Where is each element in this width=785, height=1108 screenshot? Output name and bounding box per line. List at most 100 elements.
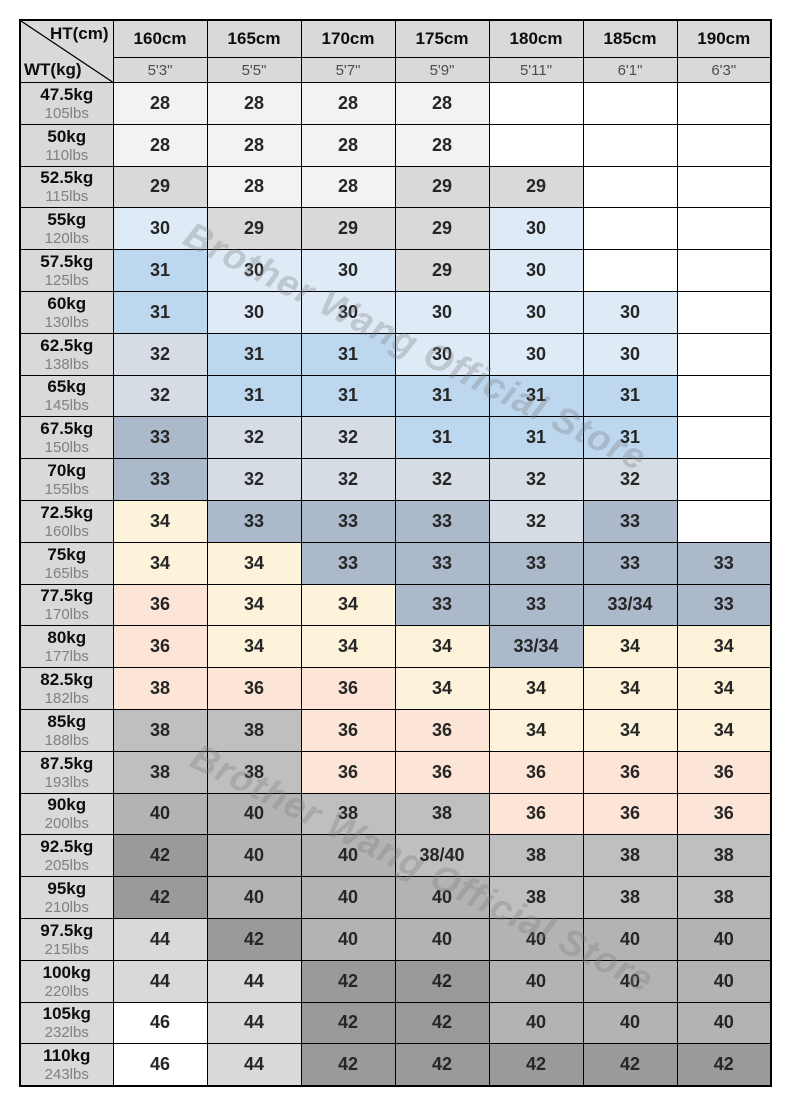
- height-column-header-cm: 175cm: [394, 19, 490, 58]
- weight-kg-label: 65kg: [47, 377, 87, 397]
- size-cell: 42: [394, 1001, 490, 1045]
- size-cell: 42: [300, 1001, 396, 1045]
- size-cell: 34: [488, 708, 584, 752]
- size-cell: 36: [488, 792, 584, 836]
- weight-kg-label: 87.5kg: [40, 753, 94, 773]
- size-cell: 40: [488, 1001, 584, 1045]
- size-cell: 40: [206, 834, 302, 878]
- weight-kg-label: 47.5kg: [40, 84, 94, 104]
- size-cell: 33: [582, 541, 678, 585]
- weight-lbs-label: 210lbs: [44, 899, 89, 917]
- weight-kg-label: 75kg: [47, 544, 87, 564]
- size-cell: 28: [206, 123, 302, 167]
- size-cell: 30: [582, 332, 678, 376]
- weight-kg-label: 62.5kg: [40, 335, 94, 355]
- table-row: 50kg 110lbs 28 28 28 28: [19, 123, 772, 167]
- size-cell: 34: [582, 708, 678, 752]
- size-cell: 31: [488, 374, 584, 418]
- weight-lbs-label: 200lbs: [44, 815, 89, 833]
- size-cell: 38: [676, 834, 772, 878]
- size-cell: 34: [300, 583, 396, 627]
- weight-row-header: 87.5kg 193lbs: [19, 750, 114, 794]
- size-cell: 32: [488, 499, 584, 543]
- size-cell: 32: [488, 458, 584, 501]
- size-chart-table: HT(cm) WT(kg) 160cm 165cm 170cm 175cm 18…: [19, 19, 772, 1087]
- weight-kg-label: 97.5kg: [40, 920, 94, 940]
- size-cell: 30: [394, 332, 490, 376]
- size-cell: 32: [582, 458, 678, 501]
- weight-lbs-label: 155lbs: [44, 481, 89, 499]
- weight-row-header: 72.5kg 160lbs: [19, 499, 114, 543]
- table-row: 87.5kg 193lbs 38 38 36 36 36 36 36: [19, 750, 772, 794]
- size-cell: 36: [112, 625, 208, 669]
- size-cell: [676, 82, 772, 125]
- weight-kg-label: 92.5kg: [40, 837, 94, 857]
- size-cell: 36: [394, 750, 490, 794]
- weight-lbs-label: 188lbs: [44, 731, 89, 749]
- size-cell: 34: [676, 708, 772, 752]
- size-cell: 33: [300, 541, 396, 585]
- size-cell: [582, 207, 678, 251]
- weight-lbs-label: 110lbs: [45, 146, 89, 164]
- height-column-header-ft: 5'7": [300, 57, 396, 83]
- weight-lbs-label: 160lbs: [44, 522, 89, 540]
- size-cell: 32: [206, 458, 302, 501]
- table-row: 57.5kg 125lbs 31 30 30 29 30: [19, 249, 772, 292]
- size-cell: 28: [394, 123, 490, 167]
- weight-row-header: 105kg 232lbs: [19, 1001, 114, 1045]
- size-cell: 30: [488, 249, 584, 292]
- size-cell: 44: [112, 959, 208, 1003]
- size-cell: 31: [206, 374, 302, 418]
- height-column-header-cm: 185cm: [582, 19, 678, 58]
- size-cell: [488, 82, 584, 125]
- size-cell: 34: [112, 541, 208, 585]
- table-header: HT(cm) WT(kg) 160cm 165cm 170cm 175cm 18…: [19, 19, 772, 83]
- weight-row-header: 55kg 120lbs: [19, 207, 114, 251]
- weight-kg-label: 90kg: [47, 795, 87, 815]
- size-cell: 42: [582, 1043, 678, 1087]
- table-row: 77.5kg 170lbs 36 34 34 33 33 33/34 33: [19, 583, 772, 627]
- size-cell: 38: [676, 876, 772, 919]
- size-cell: 46: [112, 1001, 208, 1045]
- weight-kg-label: 85kg: [47, 711, 87, 731]
- weight-kg-label: 95kg: [47, 879, 87, 899]
- size-chart: HT(cm) WT(kg) 160cm 165cm 170cm 175cm 18…: [19, 19, 772, 1087]
- size-cell: 40: [582, 959, 678, 1003]
- size-cell: 31: [300, 374, 396, 418]
- weight-row-header: 100kg 220lbs: [19, 959, 114, 1003]
- weight-kg-label: 60kg: [47, 293, 87, 313]
- weight-row-header: 60kg 130lbs: [19, 290, 114, 334]
- size-cell: 46: [112, 1043, 208, 1087]
- weight-lbs-label: 232lbs: [44, 1024, 89, 1042]
- size-cell: 36: [582, 792, 678, 836]
- size-cell: 32: [394, 458, 490, 501]
- size-cell: 40: [206, 876, 302, 919]
- size-cell: 31: [300, 332, 396, 376]
- size-cell: 44: [206, 1001, 302, 1045]
- size-cell: 44: [206, 959, 302, 1003]
- weight-kg-label: 110kg: [43, 1045, 91, 1065]
- size-cell: 30: [206, 290, 302, 334]
- weight-lbs-label: 205lbs: [44, 857, 89, 875]
- size-cell: 32: [206, 416, 302, 460]
- weight-kg-label: 80kg: [47, 628, 87, 648]
- table-row: 52.5kg 115lbs 29 28 28 29 29: [19, 165, 772, 209]
- size-cell: 34: [300, 625, 396, 669]
- size-cell: 33: [112, 458, 208, 501]
- size-cell: [582, 82, 678, 125]
- size-cell: [582, 123, 678, 167]
- size-cell: 33: [488, 583, 584, 627]
- weight-lbs-label: 105lbs: [44, 104, 89, 122]
- weight-lbs-label: 150lbs: [44, 439, 89, 457]
- weight-row-header: 52.5kg 115lbs: [19, 165, 114, 209]
- height-column-header-ft: 6'3": [676, 57, 772, 83]
- size-cell: 36: [300, 708, 396, 752]
- table-row: 62.5kg 138lbs 32 31 31 30 30 30: [19, 332, 772, 376]
- size-cell: 40: [394, 876, 490, 919]
- weight-kg-label: 77.5kg: [40, 586, 94, 606]
- size-cell: 28: [206, 82, 302, 125]
- height-column-header-cm: 170cm: [300, 19, 396, 58]
- size-cell: 42: [112, 876, 208, 919]
- size-cell: 34: [676, 667, 772, 710]
- size-cell: 38: [488, 834, 584, 878]
